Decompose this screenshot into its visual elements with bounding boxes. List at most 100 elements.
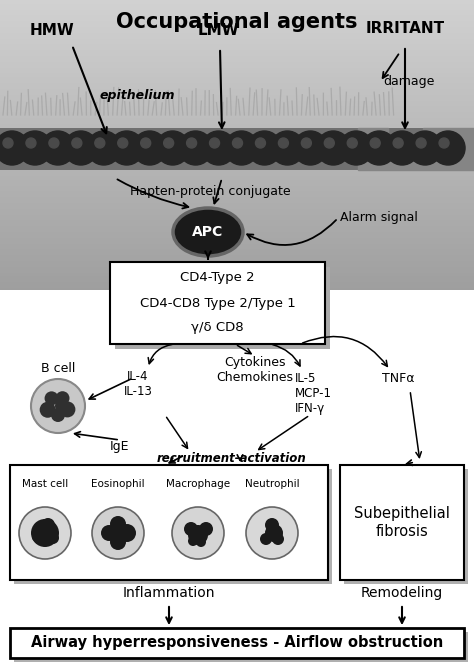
Circle shape <box>196 537 206 547</box>
Bar <box>0 180 474 182</box>
Bar <box>110 262 325 344</box>
Bar <box>0 93 474 95</box>
Bar <box>0 290 474 663</box>
Circle shape <box>362 131 396 165</box>
Bar <box>0 234 474 236</box>
Bar <box>0 203 474 205</box>
Bar <box>0 236 474 238</box>
Bar <box>0 23 474 25</box>
Text: TNFα: TNFα <box>382 372 414 385</box>
Bar <box>0 160 474 162</box>
Bar <box>0 226 474 228</box>
Circle shape <box>370 138 380 148</box>
Bar <box>0 68 474 70</box>
Bar <box>0 83 474 85</box>
Circle shape <box>41 518 55 532</box>
Bar <box>0 21 474 23</box>
Circle shape <box>118 138 128 148</box>
Bar <box>0 108 474 110</box>
Bar <box>0 147 474 149</box>
Bar <box>0 118 474 120</box>
Circle shape <box>141 138 151 148</box>
Bar <box>0 151 474 152</box>
Bar <box>0 190 474 192</box>
Bar <box>0 162 474 164</box>
Bar <box>0 219 474 220</box>
Bar <box>0 64 474 66</box>
Bar <box>0 78 474 80</box>
Circle shape <box>265 524 283 542</box>
Bar <box>0 152 474 154</box>
Bar <box>0 207 474 209</box>
Bar <box>0 249 474 251</box>
Circle shape <box>393 138 403 148</box>
Bar <box>0 182 474 184</box>
Circle shape <box>36 535 46 545</box>
Circle shape <box>199 522 213 536</box>
Bar <box>0 222 474 224</box>
Bar <box>0 149 474 151</box>
Circle shape <box>87 131 121 165</box>
Bar <box>10 465 328 580</box>
Bar <box>0 192 474 194</box>
Bar <box>0 158 474 160</box>
Circle shape <box>188 525 208 545</box>
Bar <box>0 194 474 196</box>
Text: recruitment-activation: recruitment-activation <box>157 452 307 465</box>
Bar <box>0 129 474 131</box>
Bar <box>0 101 474 103</box>
Bar <box>0 87 474 89</box>
Bar <box>0 2 474 4</box>
Bar <box>0 213 474 215</box>
Bar <box>340 465 464 580</box>
Circle shape <box>265 518 279 532</box>
Bar <box>0 50 474 52</box>
Bar <box>0 242 474 243</box>
Bar <box>0 245 474 247</box>
Bar <box>0 11 474 13</box>
Bar <box>0 230 474 232</box>
Bar <box>0 112 474 114</box>
Bar <box>0 228 474 230</box>
Bar <box>0 145 474 147</box>
Text: APC: APC <box>192 225 224 239</box>
Bar <box>0 276 474 278</box>
Circle shape <box>179 131 213 165</box>
Circle shape <box>110 534 126 550</box>
Circle shape <box>18 131 52 165</box>
Bar <box>0 255 474 257</box>
Text: IL-4
IL-13: IL-4 IL-13 <box>124 370 153 398</box>
Circle shape <box>270 131 304 165</box>
Bar <box>0 137 474 139</box>
Text: Eosinophil: Eosinophil <box>91 479 145 489</box>
Bar <box>0 6 474 8</box>
Bar <box>0 27 474 29</box>
Bar <box>0 19 474 21</box>
Bar <box>14 469 332 584</box>
Text: Subepithelial
fibrosis: Subepithelial fibrosis <box>354 507 450 539</box>
Bar <box>0 81 474 83</box>
Bar <box>0 174 474 176</box>
Circle shape <box>201 131 236 165</box>
Circle shape <box>40 402 55 418</box>
Text: Occupational agents: Occupational agents <box>116 12 358 32</box>
Circle shape <box>31 519 59 547</box>
Text: Macrophage: Macrophage <box>166 479 230 489</box>
Circle shape <box>55 391 70 405</box>
Circle shape <box>210 138 219 148</box>
Text: IL-5
MCP-1
IFN-γ: IL-5 MCP-1 IFN-γ <box>295 372 332 415</box>
Text: Alarm signal: Alarm signal <box>340 211 418 225</box>
Bar <box>0 141 474 143</box>
Bar <box>0 33 474 34</box>
Bar <box>0 13 474 15</box>
Circle shape <box>188 536 198 546</box>
Text: LMW: LMW <box>197 23 239 38</box>
Bar <box>344 469 468 584</box>
Bar <box>0 25 474 27</box>
Circle shape <box>55 400 67 412</box>
Circle shape <box>260 533 272 545</box>
Text: Remodeling: Remodeling <box>361 586 443 600</box>
Circle shape <box>110 131 144 165</box>
Circle shape <box>278 138 288 148</box>
Circle shape <box>19 507 71 559</box>
